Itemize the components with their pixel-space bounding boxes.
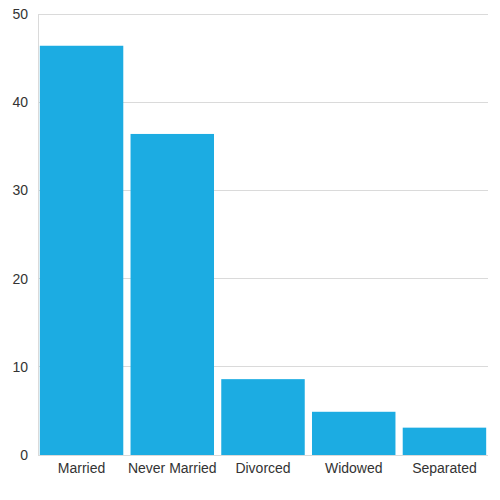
y-tick-label: 30 <box>12 182 28 198</box>
y-tick: 40 <box>12 94 38 110</box>
grid-line <box>38 14 488 15</box>
bar <box>40 46 123 455</box>
y-tick-label: 20 <box>12 271 28 287</box>
x-tick: Separated <box>412 460 477 476</box>
y-tick-label: 0 <box>20 447 28 463</box>
y-tick: 20 <box>12 271 38 287</box>
x-tick: Divorced <box>235 460 290 476</box>
bar <box>403 428 486 455</box>
y-tick: 10 <box>12 359 38 375</box>
y-tick: 50 <box>12 6 38 22</box>
y-tick-label: 50 <box>12 6 28 22</box>
y-axis: 0 10 20 30 40 50 <box>12 6 38 463</box>
y-tick-label: 10 <box>12 359 28 375</box>
x-tick-label: Never Married <box>128 460 217 476</box>
x-axis: Married Never Married Divorced Widowed Separ… <box>58 460 477 476</box>
x-tick: Never Married <box>128 460 217 476</box>
bar <box>312 412 395 455</box>
y-tick-label: 40 <box>12 94 28 110</box>
bar <box>131 134 214 455</box>
y-axis-line <box>38 15 39 456</box>
y-tick: 30 <box>12 182 38 198</box>
y-tick: 0 <box>20 447 38 463</box>
bar <box>221 379 304 455</box>
x-tick-label: Divorced <box>235 460 290 476</box>
bars <box>40 46 486 455</box>
x-tick-label: Widowed <box>325 460 383 476</box>
chart: 0 10 20 30 40 50 Married Never Married Divorced W… <box>0 0 500 500</box>
x-tick: Widowed <box>325 460 383 476</box>
grid <box>38 14 488 455</box>
x-tick-label: Married <box>58 460 105 476</box>
x-tick: Married <box>58 460 105 476</box>
x-tick-label: Separated <box>412 460 477 476</box>
plot: 0 10 20 30 40 50 Married Never Married Divorced W… <box>12 6 488 476</box>
